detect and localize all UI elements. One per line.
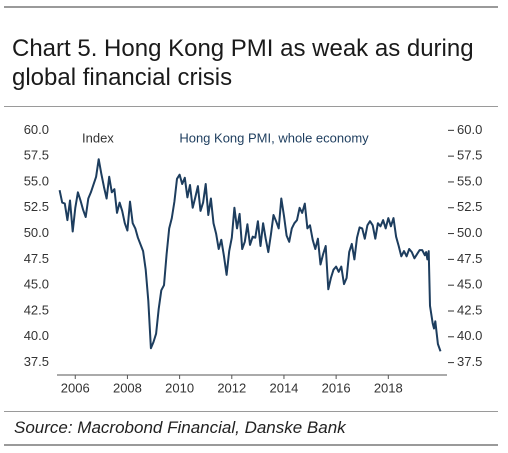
- y-tick-label: 55.0: [24, 173, 49, 188]
- frame: [4, 6, 498, 446]
- y2-tick-label: 55.0: [457, 173, 482, 188]
- y-tick-label: 40.0: [24, 328, 49, 343]
- y2-tick-label: 57.5: [457, 148, 482, 163]
- y2-tick-label: 50.0: [457, 225, 482, 240]
- y2-tick-label: 42.5: [457, 302, 482, 317]
- divider: [4, 106, 498, 107]
- x-tick-label: 2008: [113, 380, 142, 395]
- x-tick-label: 2014: [269, 380, 298, 395]
- y-tick-label: 50.0: [24, 225, 49, 240]
- y-tick-label: 42.5: [24, 302, 49, 317]
- line: [58, 158, 442, 352]
- y2-tick-label: 40.0: [457, 328, 482, 343]
- x-tick-label: 2010: [165, 380, 194, 395]
- y2-tick-label: 45.0: [457, 277, 482, 292]
- x-tick-label: 2012: [217, 380, 246, 395]
- source: Source: Macrobond Financial, Danske Bank: [14, 418, 346, 437]
- y2-tick-label: 37.5: [457, 354, 482, 369]
- y-tick-label: 37.5: [24, 354, 49, 369]
- legend-label: Hong Kong PMI, whole economy: [179, 130, 369, 145]
- y-tick-label: 57.5: [24, 148, 49, 163]
- y2-tick-label: 52.5: [457, 199, 482, 214]
- y-tick-label: 52.5: [24, 199, 49, 214]
- y-tick-label: 47.5: [24, 251, 49, 266]
- y2-tick-label: 60.0: [457, 122, 482, 137]
- y-tick-label: 60.0: [24, 122, 49, 137]
- x-tick-label: 2016: [322, 380, 351, 395]
- x-tick-label: 2018: [374, 380, 403, 395]
- y2-tick-label: 47.5: [457, 251, 482, 266]
- x-tick-label: 2006: [61, 380, 90, 395]
- y-tick-label: 45.0: [24, 277, 49, 292]
- chart-title: Chart 5. Hong Kong PMI as weak as during…: [12, 35, 474, 91]
- y-axis-label: Index: [82, 130, 114, 145]
- divider: [4, 411, 498, 412]
